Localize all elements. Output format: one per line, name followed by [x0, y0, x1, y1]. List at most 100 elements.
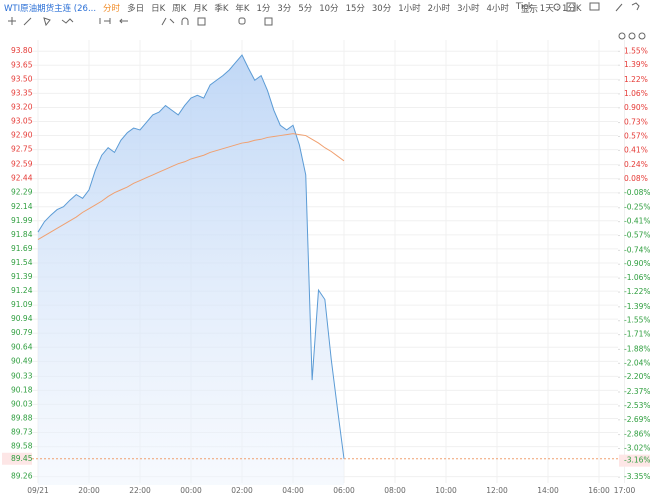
y2-tick-label: -1.39% — [624, 302, 650, 311]
y-tick-label: 91.24 — [11, 286, 33, 295]
period-tab[interactable]: 周K — [172, 4, 187, 14]
period-tab[interactable]: 10分 — [319, 4, 339, 14]
period-tab[interactable]: 1天 : 1分K — [539, 4, 582, 14]
symbol[interactable]: WTI原油期货主连 (26... — [4, 4, 97, 14]
icon[interactable] — [628, 32, 636, 40]
y2-tick-label: 0.73% — [624, 118, 648, 127]
y2-tick-label: -3.35% — [624, 472, 650, 481]
y-tick-label: 92.14 — [11, 202, 33, 211]
icon[interactable] — [553, 3, 561, 11]
y-tick-label: 92.75 — [11, 145, 33, 154]
y-tick-label: 92.59 — [11, 160, 33, 169]
x-tick-label: 08:00 — [384, 486, 406, 495]
period-tab[interactable]: 5分 — [298, 4, 313, 14]
icon[interactable] — [589, 2, 600, 11]
last-price-label: 89.45 — [11, 454, 33, 463]
icon[interactable] — [264, 17, 273, 26]
y-tick-label: 92.44 — [11, 174, 33, 183]
icon[interactable] — [61, 18, 74, 24]
period-tab[interactable]: 日K — [151, 4, 166, 14]
period-tab[interactable]: 年K — [235, 4, 250, 14]
y-tick-label: 93.50 — [11, 74, 33, 83]
x-tick-label: 22:00 — [129, 486, 151, 495]
x-tick-label: 17:00 — [614, 486, 636, 495]
price-line — [37, 54, 345, 459]
y2-tick-label: -0.25% — [624, 203, 650, 212]
y2-tick-label: -1.22% — [624, 287, 650, 296]
y2-tick-label: -0.74% — [624, 245, 650, 254]
icon[interactable] — [99, 18, 111, 24]
period-tab[interactable]: 2小时 — [427, 4, 451, 14]
period-tab[interactable]: 多日 — [127, 4, 145, 14]
icon[interactable] — [238, 17, 246, 25]
y-tick-label: 93.65 — [11, 60, 33, 69]
last-change-box — [619, 454, 650, 467]
y2-tick-label: 1.22% — [624, 75, 648, 84]
y2-tick-label: 1.55% — [624, 46, 648, 55]
y-tick-label: 90.79 — [11, 328, 33, 337]
period-tab[interactable]: Tick — [515, 2, 533, 12]
y2-tick-label: -2.86% — [624, 430, 650, 439]
last-change-label: -3.16% — [624, 456, 650, 465]
y2-tick-label: -2.69% — [624, 415, 650, 424]
x-tick-label: 14:00 — [537, 486, 559, 495]
period-tab[interactable]: 月K — [193, 4, 208, 14]
y-tick-label: 93.20 — [11, 102, 33, 111]
period-tab[interactable]: 分时 — [103, 4, 121, 14]
icon[interactable] — [181, 17, 189, 25]
y-tick-label: 93.80 — [11, 46, 33, 55]
y-tick-label: 91.99 — [11, 216, 33, 225]
y2-tick-label: -1.88% — [624, 344, 650, 353]
y2-tick-label: -2.20% — [624, 372, 650, 381]
y2-tick-label: -2.53% — [624, 401, 650, 410]
x-tick-label: 09/21 — [27, 486, 49, 495]
icon[interactable] — [161, 17, 175, 26]
period-tab[interactable]: 30分 — [371, 4, 392, 14]
period-tab[interactable]: 1分 — [256, 4, 271, 14]
period-tab[interactable]: 3分 — [277, 4, 292, 14]
icon[interactable] — [23, 17, 32, 26]
y-tick-label: 90.64 — [11, 342, 33, 351]
y2-tick-label: 1.06% — [624, 89, 648, 98]
y2-tick-label: -0.90% — [624, 259, 650, 268]
display-button[interactable]: 显示 — [520, 5, 538, 15]
y2-tick-label: -2.04% — [624, 358, 650, 367]
icon[interactable] — [631, 2, 640, 11]
y-tick-label: 91.69 — [11, 244, 33, 253]
icon[interactable] — [618, 32, 626, 40]
icon[interactable] — [8, 17, 16, 25]
y2-tick-label: -1.71% — [624, 330, 650, 339]
x-tick-label: 02:00 — [231, 486, 253, 495]
y-tick-label: 93.05 — [11, 117, 33, 126]
period-tab[interactable]: 4小时 — [486, 4, 509, 14]
y2-tick-label: -1.55% — [624, 316, 650, 325]
y-tick-label: 89.58 — [11, 442, 33, 451]
period-tab[interactable]: 季K — [214, 4, 229, 14]
y-tick-label: 91.84 — [11, 230, 33, 239]
y-tick-label: 90.94 — [11, 314, 33, 323]
y2-tick-label: 0.90% — [624, 103, 648, 112]
period-tab[interactable]: 3小时 — [457, 4, 480, 14]
period-tab[interactable]: 1小时 — [398, 4, 421, 14]
last-price-box — [2, 452, 32, 465]
y2-tick-label: -2.37% — [624, 387, 650, 396]
x-tick-label: 20:00 — [78, 486, 100, 495]
y2-tick-label: 0.41% — [624, 145, 648, 154]
y-tick-label: 91.54 — [11, 258, 33, 267]
icon[interactable] — [197, 17, 206, 26]
icon[interactable] — [615, 3, 623, 12]
y2-tick-label: 1.39% — [624, 60, 648, 69]
icon[interactable] — [638, 32, 646, 40]
y-tick-label: 91.09 — [11, 300, 33, 309]
y2-tick-label: 0.57% — [624, 131, 648, 140]
tool-icons — [8, 2, 646, 40]
period-tab[interactable]: 15分 — [345, 4, 365, 14]
price-area — [38, 54, 344, 486]
icon[interactable] — [43, 17, 51, 27]
icon[interactable] — [566, 2, 576, 12]
y2-tick-label: -0.57% — [624, 231, 650, 240]
y2-tick-label: -0.41% — [624, 217, 650, 226]
icon[interactable] — [119, 18, 128, 24]
y-tick-label: 90.33 — [11, 371, 33, 380]
